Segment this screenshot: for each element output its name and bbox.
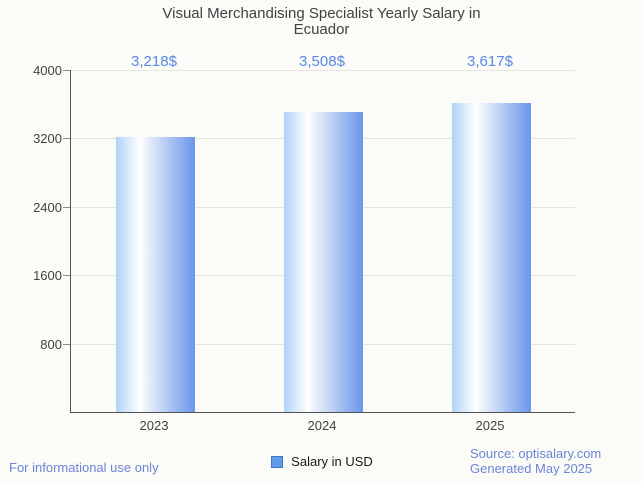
legend-label: Salary in USD <box>291 454 373 469</box>
plot-area: 800 1600 2400 3200 4000 <box>33 63 575 413</box>
source-text: Source: optisalary.com <box>470 446 602 461</box>
y-axis-label: 800 <box>40 336 62 352</box>
y-axis-tick <box>63 138 70 140</box>
bar-value-label: 3,218$ <box>131 53 177 70</box>
x-axis-label: 2023 <box>139 418 169 433</box>
y-axis-label: 4000 <box>33 63 62 78</box>
disclaimer-text: For informational use only <box>9 460 159 475</box>
y-axis-tick <box>63 275 70 277</box>
x-axis-label: 2025 <box>475 418 505 433</box>
y-axis-tick <box>63 343 70 345</box>
bar-value-label: 3,617$ <box>467 53 513 70</box>
y-axis-tick <box>63 206 70 208</box>
bar-2023[interactable] <box>115 136 195 412</box>
source-block: Source: optisalary.com Generated May 202… <box>470 446 601 476</box>
bar-value-label: 3,508$ <box>299 53 345 70</box>
y-axis-tick <box>63 70 70 71</box>
chart-title: Visual Merchandising Specialist Yearly S… <box>162 5 481 38</box>
y-axis-label: 3200 <box>33 131 62 147</box>
x-axis-label: 2024 <box>307 418 337 433</box>
bar-2024[interactable] <box>283 112 363 412</box>
legend: Salary in USD <box>70 454 574 469</box>
legend-marker-icon <box>271 455 284 468</box>
generated-text: Generated May 2025 <box>470 461 593 476</box>
gridline <box>71 70 575 71</box>
bar-2025[interactable] <box>451 102 531 412</box>
y-axis-label: 2400 <box>33 199 62 215</box>
y-axis-label: 1600 <box>33 268 62 284</box>
